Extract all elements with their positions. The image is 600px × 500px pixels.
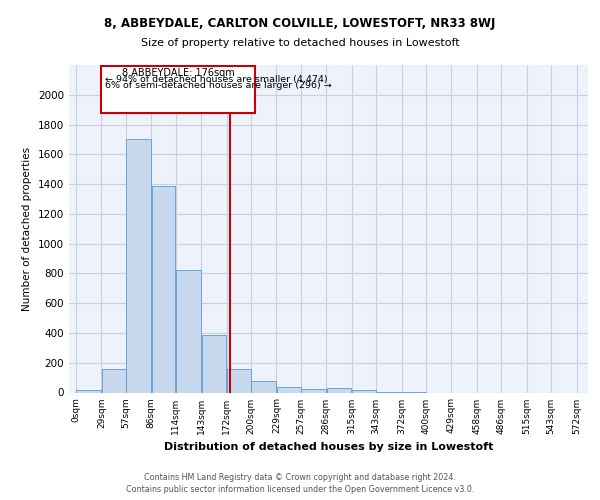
Bar xyxy=(277,388,301,392)
Bar xyxy=(101,66,254,114)
Text: 8, ABBEYDALE, CARLTON COLVILLE, LOWESTOFT, NR33 8WJ: 8, ABBEYDALE, CARLTON COLVILLE, LOWESTOF… xyxy=(104,18,496,30)
Text: Contains HM Land Registry data © Crown copyright and database right 2024.
Contai: Contains HM Land Registry data © Crown c… xyxy=(126,472,474,494)
Text: Size of property relative to detached houses in Lowestoft: Size of property relative to detached ho… xyxy=(140,38,460,48)
Bar xyxy=(102,370,125,392)
Bar xyxy=(202,335,226,392)
Bar xyxy=(176,270,201,392)
Text: 8 ABBEYDALE: 176sqm: 8 ABBEYDALE: 176sqm xyxy=(122,68,235,78)
Bar xyxy=(76,390,101,392)
Bar xyxy=(152,186,175,392)
Bar xyxy=(326,388,352,392)
Y-axis label: Number of detached properties: Number of detached properties xyxy=(22,146,32,311)
Text: 6% of semi-detached houses are larger (296) →: 6% of semi-detached houses are larger (2… xyxy=(105,82,332,90)
Bar xyxy=(301,389,326,392)
Bar xyxy=(227,368,251,392)
Bar xyxy=(352,390,376,392)
Bar xyxy=(251,382,276,392)
Bar xyxy=(126,140,151,392)
X-axis label: Distribution of detached houses by size in Lowestoft: Distribution of detached houses by size … xyxy=(164,442,493,452)
Text: ← 94% of detached houses are smaller (4,474): ← 94% of detached houses are smaller (4,… xyxy=(105,74,328,84)
